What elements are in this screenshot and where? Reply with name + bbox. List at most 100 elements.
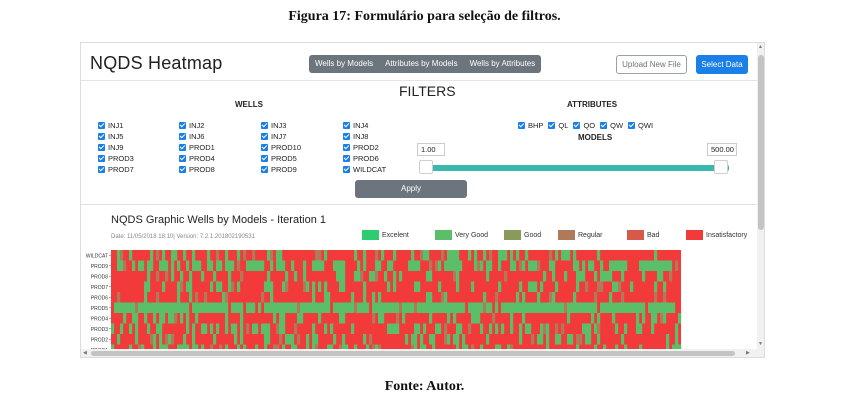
well-checkbox[interactable]: WILDCAT: [343, 165, 386, 174]
select-data-button[interactable]: Select Data: [696, 55, 748, 74]
checkbox-checked-icon[interactable]: [261, 166, 268, 173]
checkbox-checked-icon[interactable]: [98, 144, 105, 151]
well-checkbox[interactable]: INJ9: [98, 143, 123, 152]
vertical-scrollbar[interactable]: ▲ ▼: [757, 43, 764, 349]
well-checkbox[interactable]: INJ2: [179, 121, 204, 130]
vertical-scroll-thumb[interactable]: [758, 55, 764, 230]
legend-item: Very Good: [435, 230, 494, 240]
well-checkbox[interactable]: PROD8: [179, 165, 215, 174]
checkbox-checked-icon[interactable]: [261, 155, 268, 162]
attribute-checkbox[interactable]: QW: [600, 121, 623, 130]
models-min-input[interactable]: 1.00: [417, 143, 445, 156]
checkbox-checked-icon[interactable]: [343, 144, 350, 151]
checkbox-checked-icon[interactable]: [343, 166, 350, 173]
tab-wells-by-attributes[interactable]: Wells by Attributes: [469, 59, 536, 68]
checkbox-checked-icon[interactable]: [261, 133, 268, 140]
checkbox-checked-icon[interactable]: [179, 122, 186, 129]
well-checkbox-label: INJ8: [353, 132, 369, 141]
heatmap-row-label: PROD7: [91, 285, 108, 291]
view-tab-group: Wells by Models Attributes by Models Wel…: [309, 55, 542, 73]
checkbox-checked-icon[interactable]: [261, 122, 268, 129]
legend-label: Good: [524, 231, 542, 239]
horizontal-scroll-thumb[interactable]: [91, 351, 735, 356]
well-checkbox-label: PROD1: [189, 143, 215, 152]
well-checkbox[interactable]: PROD3: [98, 154, 134, 163]
well-checkbox-label: INJ3: [271, 121, 287, 130]
app-window: NQDS Heatmap Wells by Models Attributes …: [80, 42, 765, 358]
well-checkbox[interactable]: INJ1: [98, 121, 123, 130]
attribute-checkbox[interactable]: QWI: [628, 121, 653, 130]
source-caption: Fonte: Autor.: [384, 379, 465, 394]
heatmap-row-label: PROD4: [91, 316, 108, 322]
scroll-down-icon[interactable]: ▼: [758, 341, 763, 347]
well-checkbox-label: WILDCAT: [353, 165, 387, 174]
well-checkbox-label: PROD7: [108, 165, 134, 174]
well-checkbox[interactable]: PROD5: [261, 154, 297, 163]
slider-max-handle[interactable]: [714, 160, 728, 174]
attribute-checkbox-label: QWI: [638, 121, 654, 130]
well-checkbox[interactable]: PROD10: [261, 143, 301, 152]
heatmap-legend: Excelent Very Good Good Regular Bad Insatisfa…: [362, 230, 764, 240]
checkbox-checked-icon[interactable]: [600, 122, 608, 129]
well-checkbox-label: INJ5: [108, 132, 124, 141]
apply-button[interactable]: Apply: [355, 180, 467, 198]
attribute-checkbox-label: QW: [610, 121, 624, 130]
attribute-checkbox[interactable]: QO: [573, 121, 595, 130]
checkbox-checked-icon[interactable]: [179, 144, 186, 151]
well-checkbox[interactable]: PROD1: [179, 143, 215, 152]
wells-title: WELLS: [235, 100, 263, 109]
checkbox-checked-icon[interactable]: [98, 155, 105, 162]
checkbox-checked-icon[interactable]: [98, 122, 105, 129]
attribute-checkbox[interactable]: BHP: [518, 121, 543, 130]
well-checkbox[interactable]: PROD7: [98, 165, 134, 174]
checkbox-checked-icon[interactable]: [343, 155, 350, 162]
legend-item: Bad: [627, 230, 676, 240]
upload-new-file-button[interactable]: Upload New File: [616, 55, 687, 74]
well-checkbox[interactable]: PROD2: [343, 143, 379, 152]
well-checkbox-label: PROD5: [271, 154, 297, 163]
attribute-checkbox-label: BHP: [528, 121, 544, 130]
graphic-subtitle: Date: 11/05/2018 18:10| Version: 7.2.1.2…: [111, 234, 255, 240]
app-title: NQDS Heatmap: [90, 53, 223, 73]
heatmap-row-label: WILDCAT: [86, 253, 108, 259]
checkbox-checked-icon[interactable]: [179, 133, 186, 140]
checkbox-checked-icon[interactable]: [573, 122, 581, 129]
attribute-checkbox[interactable]: QL: [548, 121, 568, 130]
attribute-checkbox-label: QL: [558, 121, 569, 130]
well-checkbox[interactable]: PROD4: [179, 154, 215, 163]
checkbox-checked-icon[interactable]: [98, 133, 105, 140]
horizontal-scrollbar[interactable]: ◀ ▶: [81, 349, 764, 357]
checkbox-checked-icon[interactable]: [343, 133, 350, 140]
scroll-right-icon[interactable]: ▶: [746, 350, 750, 356]
well-checkbox[interactable]: PROD9: [261, 165, 297, 174]
checkbox-checked-icon[interactable]: [98, 166, 105, 173]
legend-label: Excelent: [382, 231, 409, 239]
legend-item: Regular: [558, 230, 617, 240]
well-checkbox-label: INJ9: [108, 143, 124, 152]
scroll-left-icon[interactable]: ◀: [83, 350, 87, 356]
models-range-slider[interactable]: [426, 165, 729, 171]
well-checkbox[interactable]: INJ7: [261, 132, 286, 141]
well-checkbox[interactable]: INJ8: [343, 132, 368, 141]
slider-min-handle[interactable]: [419, 160, 433, 174]
scroll-up-icon[interactable]: ▲: [758, 44, 763, 50]
checkbox-checked-icon[interactable]: [179, 166, 186, 173]
checkbox-checked-icon[interactable]: [548, 122, 556, 129]
tab-attributes-by-models[interactable]: Attributes by Models: [385, 59, 458, 68]
tab-wells-by-models[interactable]: Wells by Models: [315, 59, 374, 68]
checkbox-checked-icon[interactable]: [628, 122, 636, 129]
legend-swatch: [686, 230, 703, 240]
well-checkbox[interactable]: INJ6: [179, 132, 204, 141]
checkbox-checked-icon[interactable]: [179, 155, 186, 162]
well-checkbox[interactable]: INJ3: [261, 121, 286, 130]
checkbox-checked-icon[interactable]: [261, 144, 268, 151]
well-checkbox[interactable]: INJ4: [343, 121, 368, 130]
well-checkbox[interactable]: INJ5: [98, 132, 123, 141]
well-checkbox-label: INJ4: [353, 121, 369, 130]
well-checkbox[interactable]: PROD6: [343, 154, 379, 163]
models-max-input[interactable]: 500.00: [707, 143, 737, 156]
section-divider: [81, 204, 757, 205]
legend-swatch: [435, 230, 452, 240]
checkbox-checked-icon[interactable]: [343, 122, 350, 129]
checkbox-checked-icon[interactable]: [518, 122, 525, 129]
